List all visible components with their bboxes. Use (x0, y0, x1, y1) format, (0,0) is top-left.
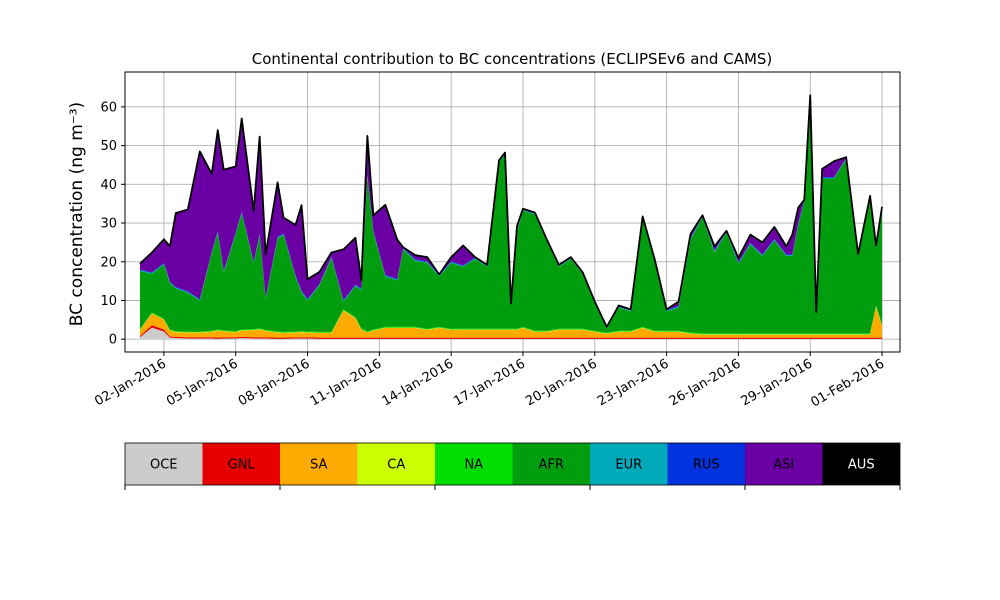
legend-swatch-oce (125, 443, 203, 485)
y-tick-label: 60 (100, 100, 117, 115)
legend-swatch-gnl (202, 443, 280, 485)
legend-label-rus: RUS (693, 458, 720, 473)
chart-title: Continental contribution to BC concentra… (252, 50, 773, 68)
legend-swatch-ca (357, 443, 435, 485)
legend-swatch-aus (822, 443, 900, 485)
legend-label-eur: EUR (615, 458, 642, 473)
plot-frame (124, 71, 901, 353)
legend-label-sa: SA (310, 458, 327, 473)
legend-label-oce: OCE (150, 458, 178, 473)
y-tick-label: 50 (100, 139, 117, 154)
y-tick-label: 10 (100, 294, 117, 309)
area-sa (139, 306, 883, 338)
legend-swatch-rus (667, 443, 745, 485)
stacked-areas (139, 95, 883, 340)
legend-label-aus: AUS (848, 458, 875, 473)
area-gnl (139, 325, 883, 339)
legend-label-asi: ASI (773, 458, 794, 473)
y-axis-label: BC concentration (ng m⁻³) (67, 102, 87, 326)
total-concentration-line (139, 94, 883, 328)
y-tick-label: 30 (100, 217, 117, 232)
legend-swatch-na (435, 443, 513, 485)
plot-area (124, 71, 901, 353)
legend-label-gnl: GNL (228, 458, 256, 473)
area-rus (139, 99, 883, 328)
legend-colorbar: OCE GNL SA CA NA AFR EUR RUS ASI AUS (124, 442, 901, 490)
legend-label-afr: AFR (539, 458, 564, 473)
legend-label-na: NA (464, 458, 483, 473)
y-axis-ticks: 0 10 20 30 40 50 60 (100, 100, 125, 348)
y-tick-label: 40 (100, 178, 117, 193)
y-tick-label: 20 (100, 255, 117, 270)
legend-label-ca: CA (387, 458, 405, 473)
area-asi (139, 95, 883, 328)
area-afr (139, 101, 883, 334)
legend-swatch-sa (280, 443, 358, 485)
legend-frame (124, 442, 901, 486)
y-tick-label: 0 (109, 333, 117, 348)
legend-swatch-eur (590, 443, 668, 485)
area-eur (139, 100, 883, 329)
legend-swatch-asi (745, 443, 823, 485)
legend-swatch-afr (512, 443, 590, 485)
total-line (139, 94, 883, 328)
